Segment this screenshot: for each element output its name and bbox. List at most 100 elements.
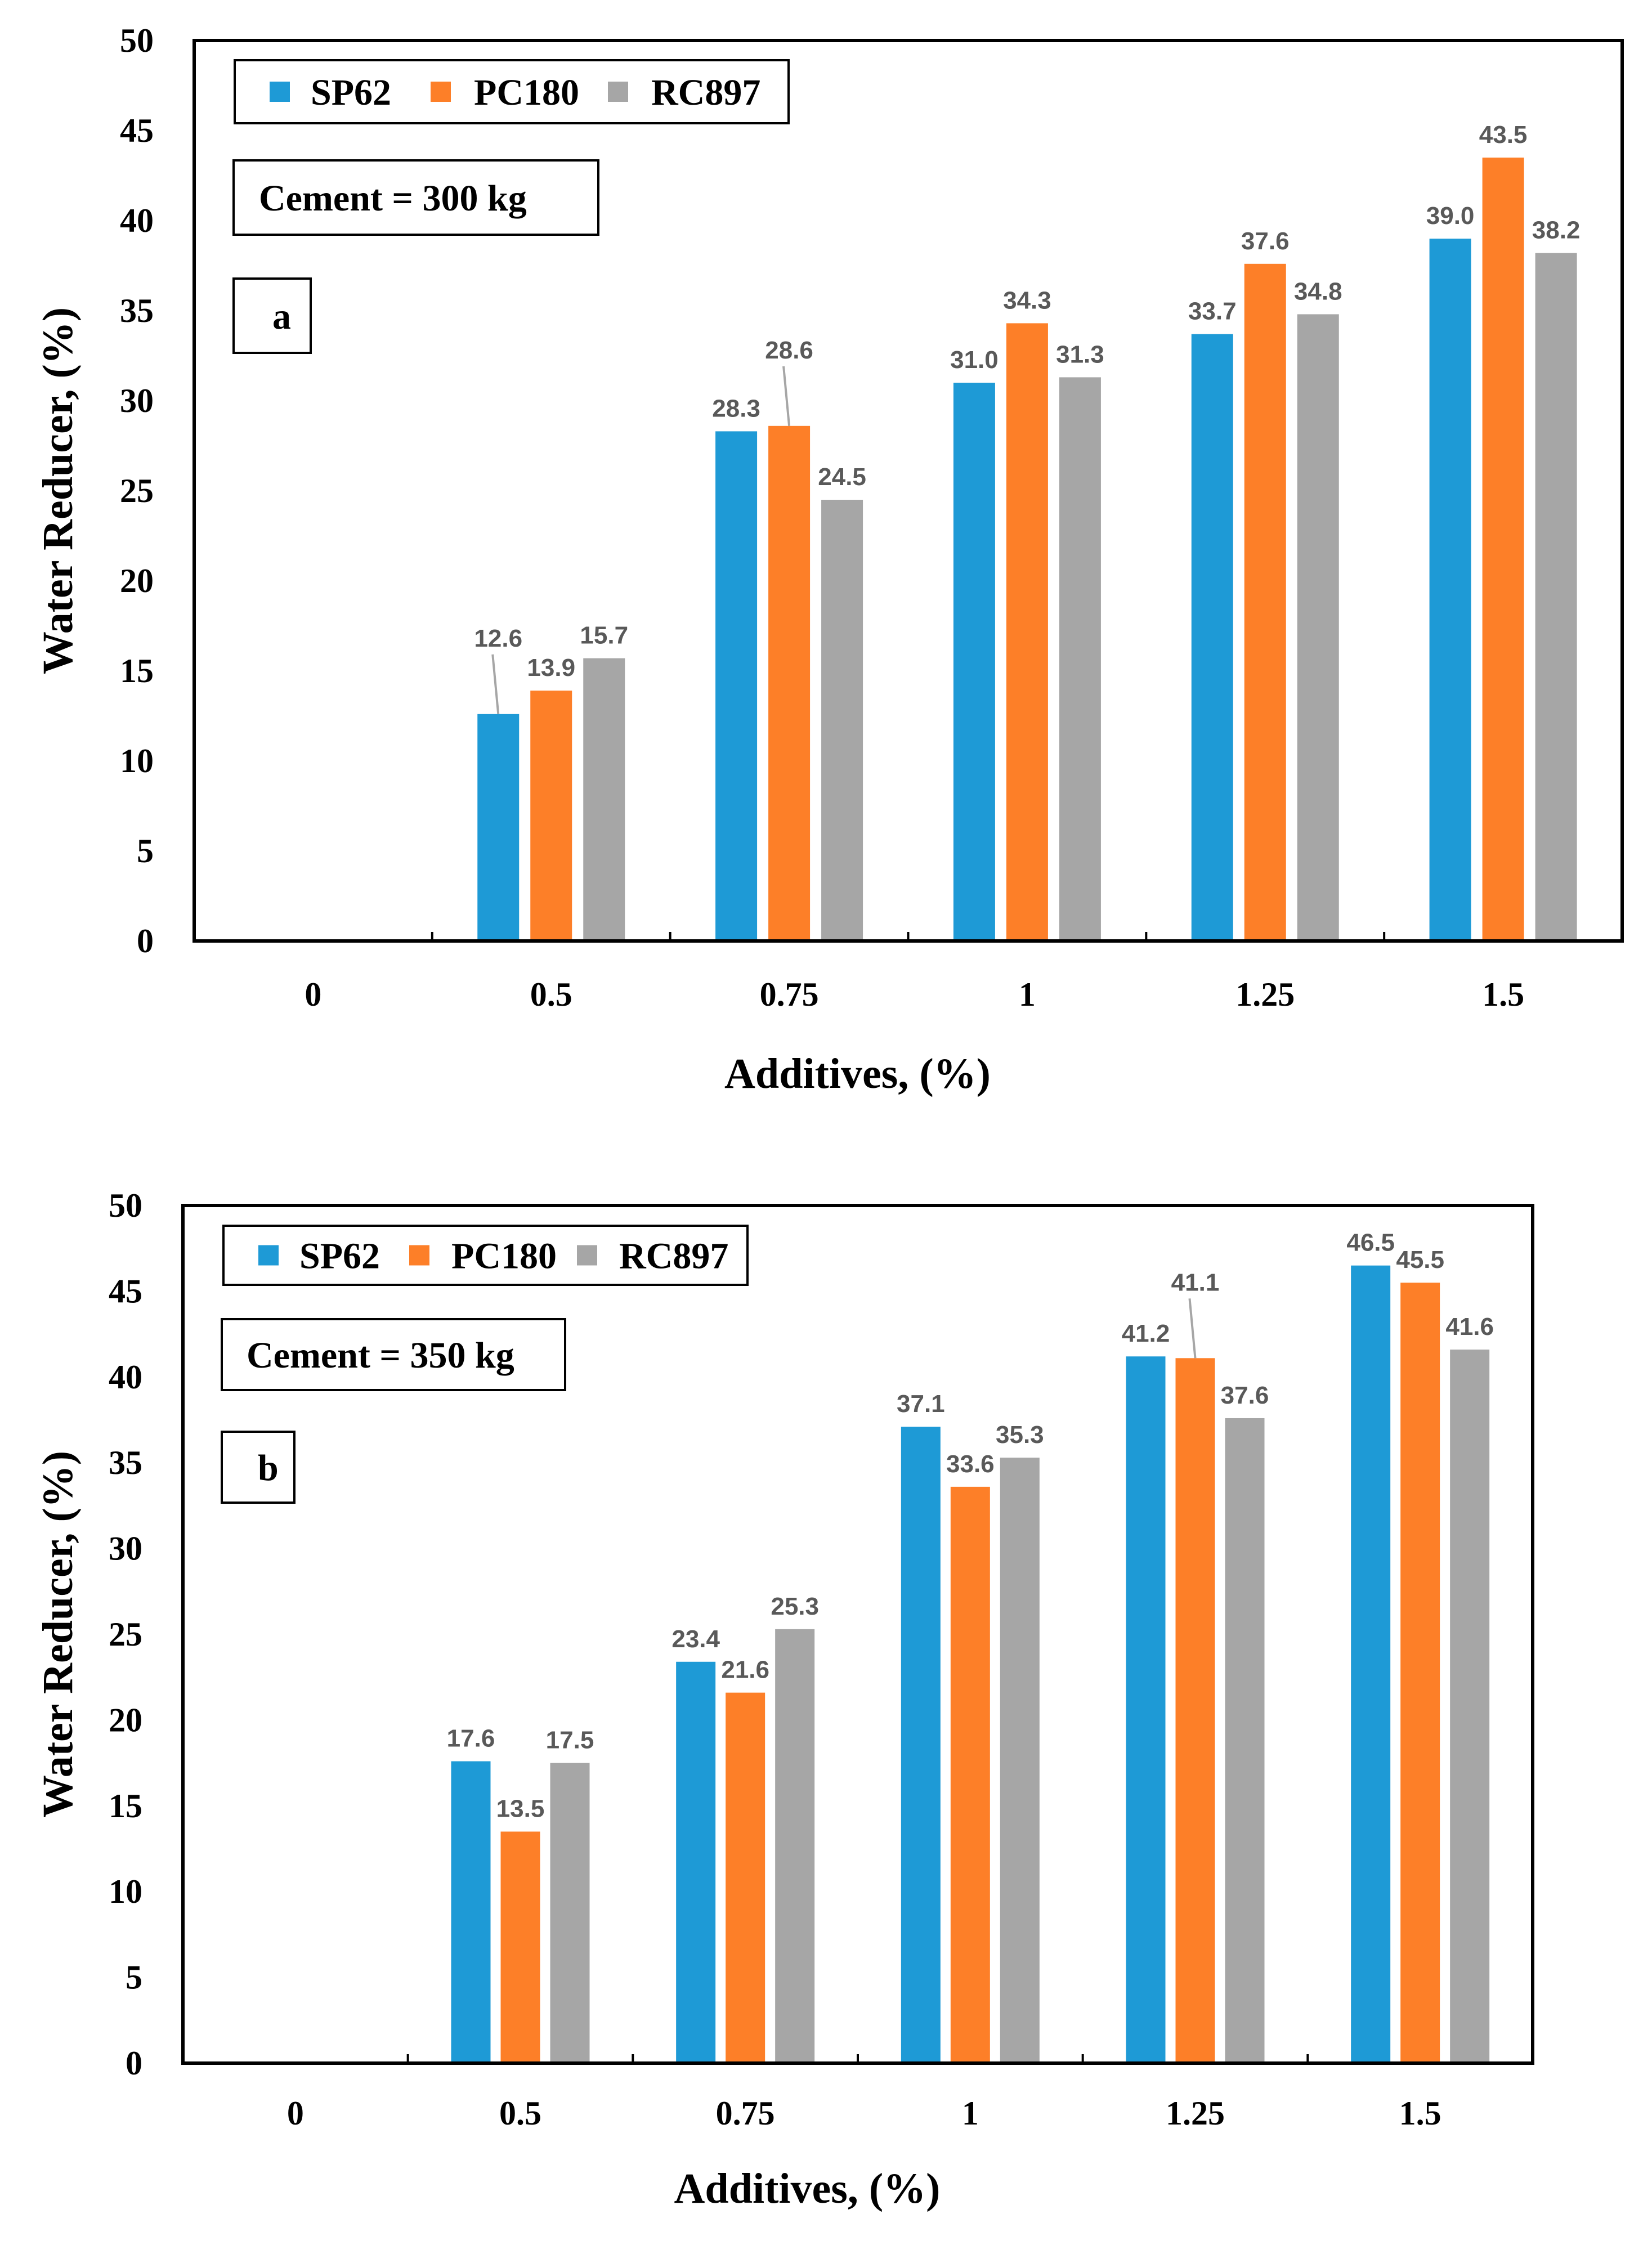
legend-label: SP62	[299, 1236, 380, 1277]
x-axis-title: Additives, (%)	[674, 2165, 941, 2212]
bar	[550, 1763, 590, 2063]
y-tick-label: 35	[109, 1444, 142, 1481]
data-label: 35.3	[996, 1421, 1044, 1449]
legend-swatch	[577, 1245, 597, 1266]
data-label: 41.2	[1122, 1320, 1170, 1347]
data-label: 23.4	[671, 1625, 720, 1653]
bar	[1429, 239, 1471, 941]
data-label: 25.3	[771, 1593, 819, 1620]
data-label: 28.6	[765, 337, 813, 364]
legend: SP62 PC180 RC897	[234, 59, 790, 124]
data-label: 31.0	[950, 346, 999, 374]
legend: SP62 PC180 RC897	[222, 1225, 749, 1286]
bar	[1535, 253, 1577, 942]
y-tick-label: 5	[126, 1959, 142, 1996]
bar	[1175, 1358, 1215, 2063]
legend-box	[222, 1225, 749, 1286]
x-tick-label: 1.5	[1482, 976, 1524, 1013]
legend-swatch	[270, 82, 290, 102]
cement-box	[232, 159, 599, 236]
bar	[1297, 314, 1339, 941]
bar	[953, 383, 995, 941]
data-label: 41.6	[1445, 1313, 1494, 1341]
bar	[451, 1761, 491, 2063]
data-label: 13.9	[527, 654, 575, 682]
bar	[1059, 377, 1101, 941]
legend-label: PC180	[474, 72, 579, 113]
y-tick-label: 25	[109, 1616, 142, 1653]
legend-swatch	[431, 82, 451, 102]
bar	[715, 431, 758, 941]
data-label: 39.0	[1426, 202, 1475, 230]
x-tick-label: 1	[1019, 976, 1036, 1013]
y-tick-label: 40	[109, 1359, 142, 1396]
data-label: 46.5	[1346, 1229, 1395, 1257]
y-tick-label: 25	[120, 472, 154, 509]
y-tick-label: 50	[109, 1187, 142, 1224]
y-tick-label: 30	[109, 1530, 142, 1567]
x-tick-label: 1.5	[1399, 2095, 1441, 2132]
y-tick-label: 10	[120, 742, 154, 779]
data-label: 37.1	[897, 1390, 945, 1418]
legend-label: PC180	[451, 1236, 557, 1277]
y-tick-label: 0	[137, 922, 154, 960]
legend-swatch	[608, 82, 628, 102]
data-label: 17.5	[546, 1727, 594, 1754]
bar	[1244, 263, 1286, 941]
data-label: 33.7	[1188, 298, 1237, 325]
y-tick-label: 40	[120, 202, 154, 239]
bar	[530, 691, 572, 941]
data-label: 45.5	[1396, 1246, 1444, 1274]
legend-swatch	[409, 1245, 429, 1266]
leader-line	[491, 654, 500, 714]
data-label: 43.5	[1479, 121, 1528, 149]
data-label: 38.2	[1532, 217, 1581, 244]
bar	[477, 714, 520, 941]
x-tick-label: 1	[962, 2095, 979, 2132]
data-label: 12.6	[474, 625, 522, 652]
x-tick-label: 0.75	[760, 976, 819, 1013]
bar	[1006, 323, 1048, 941]
data-label: 34.3	[1003, 286, 1051, 314]
y-tick-label: 10	[109, 1873, 142, 1910]
bar	[821, 500, 863, 941]
cement-label: Cement = 350 kg	[247, 1335, 514, 1376]
y-tick-label: 15	[120, 652, 154, 689]
x-tick-label: 0.75	[716, 2095, 775, 2132]
x-tick-label: 0.5	[499, 2095, 541, 2132]
cement-box	[221, 1318, 566, 1391]
y-axis-title: Water Reducer, (%)	[34, 1451, 82, 1818]
bar	[500, 1831, 540, 2063]
x-tick-label: 0	[305, 976, 321, 1013]
data-label: 33.6	[946, 1450, 995, 1478]
data-label: 13.5	[496, 1795, 545, 1823]
bar	[1000, 1458, 1040, 2063]
bar	[676, 1661, 716, 2063]
y-tick-label: 20	[109, 1701, 142, 1738]
x-tick-label: 1.25	[1166, 2095, 1225, 2132]
bar	[726, 1692, 765, 2063]
data-label: 41.1	[1171, 1269, 1220, 1296]
cement-label: Cement = 300 kg	[259, 178, 527, 219]
data-label: 15.7	[580, 622, 628, 649]
data-label: 21.6	[721, 1656, 769, 1684]
bar	[1450, 1350, 1490, 2063]
y-tick-label: 50	[120, 22, 154, 59]
y-tick-label: 45	[109, 1272, 142, 1310]
bar	[1482, 158, 1524, 941]
x-tick-label: 0	[287, 2095, 304, 2132]
legend-label: SP62	[311, 72, 391, 113]
x-tick-label: 0.5	[530, 976, 572, 1013]
legend-swatch	[258, 1245, 279, 1266]
bar	[950, 1486, 990, 2063]
data-label: 37.6	[1241, 227, 1290, 255]
leader-line	[1188, 1298, 1197, 1359]
y-tick-label: 15	[109, 1787, 142, 1825]
y-tick-label: 45	[120, 112, 154, 149]
legend-box	[234, 59, 790, 124]
bar	[1225, 1418, 1265, 2063]
chart-panel-b: 17.6 23.4 37.1 41.2 46.5 13.5 21.6 33.6 41.1 45.5…	[34, 1187, 1534, 2212]
data-label: 31.3	[1056, 340, 1104, 368]
bar	[1400, 1283, 1440, 2063]
